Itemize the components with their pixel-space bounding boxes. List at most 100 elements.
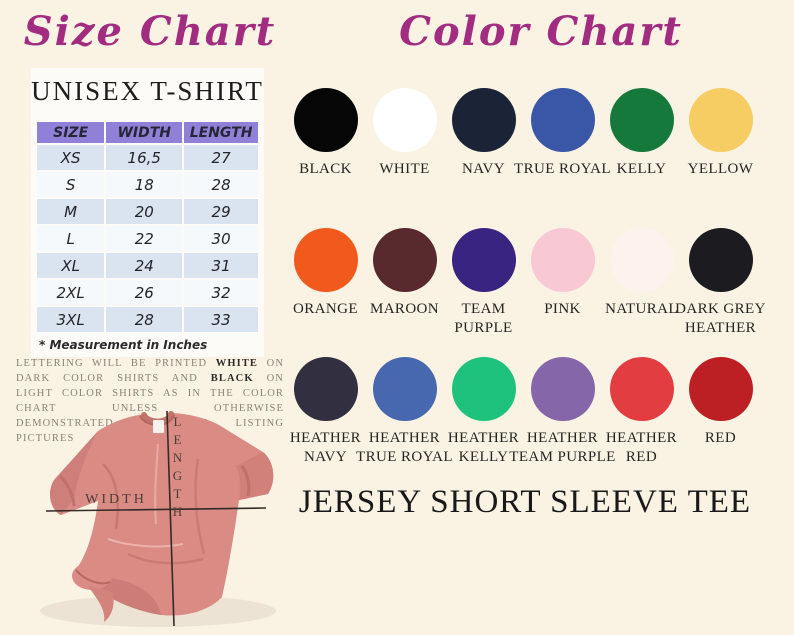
swatch-kelly: KELLY <box>602 88 681 179</box>
swatch-white: WHITE <box>365 88 444 179</box>
black-color-circle <box>293 88 358 152</box>
swatch-team-purple: TEAM PURPLE <box>444 228 523 338</box>
team-purple-color-circle <box>451 228 516 292</box>
length-cell: 28 <box>184 172 258 197</box>
swatch-black: BLACK <box>286 88 365 179</box>
size-cell: XL <box>37 253 105 278</box>
heather-team-purple-color-circle <box>530 357 595 421</box>
swatch-label: ORANGE <box>293 301 358 317</box>
red-color-circle <box>688 357 753 421</box>
color-row-2: ORANGE MAROON TEAM PURPLE PINK NATURAL D… <box>286 228 765 338</box>
size-cell: M <box>37 199 105 224</box>
length-column-header: LENGTH <box>184 122 258 143</box>
width-cell: 20 <box>106 199 183 224</box>
width-cell: 16,5 <box>106 145 183 170</box>
natural-color-circle <box>609 228 674 292</box>
pink-color-circle <box>530 228 595 292</box>
swatch-true-royal: TRUE ROYAL <box>514 88 611 179</box>
neck-tag <box>153 420 164 433</box>
tshirt-illustration <box>40 410 276 627</box>
length-dimension-label: LENGTH <box>170 414 185 522</box>
swatch-label: HEATHER KELLY <box>447 430 520 465</box>
table-row: XS 16,5 27 <box>37 145 258 170</box>
width-cell: 18 <box>106 172 183 197</box>
swatch-heather-red: HEATHER RED <box>602 357 681 467</box>
size-chart-panel: UNISEX T-SHIRT SIZE WIDTH LENGTH XS 16,5… <box>31 68 264 357</box>
swatch-heather-true-royal: HEATHER TRUE ROYAL <box>356 357 453 467</box>
color-chart-title: Color Chart <box>399 8 683 55</box>
table-row: M 20 29 <box>37 199 258 224</box>
swatch-label: KELLY <box>616 161 667 177</box>
swatch-label: NATURAL <box>605 301 678 317</box>
black-word: BLACK <box>210 372 254 384</box>
table-row: L 22 30 <box>37 226 258 251</box>
swatch-label: BLACK <box>299 161 352 177</box>
width-cell: 22 <box>106 226 183 251</box>
length-cell: 30 <box>184 226 258 251</box>
width-dimension-label: WIDTH <box>85 492 147 507</box>
swatch-label: HEATHER RED <box>605 430 678 465</box>
table-row: 3XL 28 33 <box>37 307 258 332</box>
size-cell: L <box>37 226 105 251</box>
true-royal-color-circle <box>530 88 595 152</box>
swatch-yellow: YELLOW <box>681 88 760 179</box>
size-cell: 3XL <box>37 307 105 332</box>
heather-red-color-circle <box>609 357 674 421</box>
swatch-label: HEATHER NAVY <box>289 430 362 465</box>
swatch-label: NAVY <box>462 161 505 177</box>
measurement-note: * Measurement in Inches <box>39 338 208 352</box>
swatch-pink: PINK <box>523 228 602 338</box>
width-cell: 28 <box>106 307 183 332</box>
size-cell: 2XL <box>37 280 105 305</box>
kelly-color-circle <box>609 88 674 152</box>
white-color-circle <box>372 88 437 152</box>
swatch-label: YELLOW <box>687 161 754 177</box>
orange-color-circle <box>293 228 358 292</box>
swatch-label: MAROON <box>369 301 440 317</box>
swatch-heather-team-purple: HEATHER TEAM PURPLE <box>509 357 615 467</box>
table-row: 2XL 26 32 <box>37 280 258 305</box>
width-line <box>45 507 267 512</box>
size-cell: XS <box>37 145 105 170</box>
white-word: WHITE <box>215 358 259 369</box>
tshirt-photo <box>8 404 288 634</box>
swatch-natural: NATURAL <box>602 228 681 338</box>
table-row: XL 24 31 <box>37 253 258 278</box>
swatch-label: HEATHER TRUE ROYAL <box>356 430 453 465</box>
swatch-dark-grey-heather: DARK GREY HEATHER <box>675 228 765 338</box>
shirt-type-heading: UNISEX T-SHIRT <box>31 76 264 106</box>
swatch-heather-navy: HEATHER NAVY <box>286 357 365 467</box>
length-cell: 27 <box>184 145 258 170</box>
heather-kelly-color-circle <box>451 357 516 421</box>
table-row: S 18 28 <box>37 172 258 197</box>
length-cell: 29 <box>184 199 258 224</box>
swatch-heather-kelly: HEATHER KELLY <box>444 357 523 467</box>
size-table-header-row: SIZE WIDTH LENGTH <box>37 122 258 143</box>
length-cell: 33 <box>184 307 258 332</box>
heather-navy-color-circle <box>293 357 358 421</box>
swatch-label: TRUE ROYAL <box>514 161 611 177</box>
maroon-color-circle <box>372 228 437 292</box>
swatch-navy: NAVY <box>444 88 523 179</box>
disclaimer-text: ON DARK COLOR SHIRTS AND <box>16 358 284 384</box>
width-cell: 26 <box>106 280 183 305</box>
heather-true-royal-color-circle <box>372 357 437 421</box>
size-chart-title: Size Chart <box>23 8 277 55</box>
swatch-label: TEAM PURPLE <box>454 301 513 336</box>
size-table: SIZE WIDTH LENGTH XS 16,5 27 S 18 28 M <box>35 120 260 334</box>
length-line <box>166 410 175 627</box>
color-row-1: BLACK WHITE NAVY TRUE ROYAL KELLY YELLOW <box>286 88 760 179</box>
size-cell: S <box>37 172 105 197</box>
disclaimer-text: LETTERING WILL BE PRINTED <box>16 358 216 369</box>
color-row-3: HEATHER NAVY HEATHER TRUE ROYAL HEATHER … <box>286 357 760 467</box>
swatch-red: RED <box>681 357 760 467</box>
swatch-label: RED <box>704 430 737 446</box>
swatch-label: HEATHER TEAM PURPLE <box>509 430 616 465</box>
width-column-header: WIDTH <box>106 122 183 143</box>
yellow-color-circle <box>688 88 753 152</box>
swatch-label: DARK GREY HEATHER <box>675 301 766 336</box>
length-cell: 32 <box>184 280 258 305</box>
product-name: JERSEY SHORT SLEEVE TEE <box>298 484 752 520</box>
dark-grey-heather-color-circle <box>688 228 753 292</box>
